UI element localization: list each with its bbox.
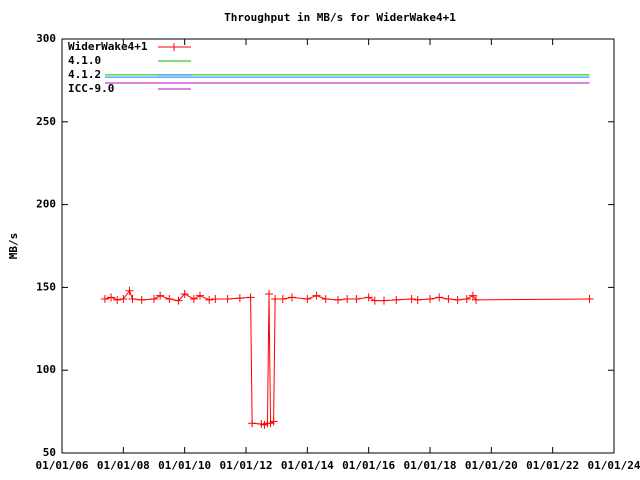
point-marker (125, 286, 134, 295)
x-tick-label: 01/01/12 (220, 459, 273, 472)
legend-label: 4.1.0 (68, 54, 101, 67)
point-marker (343, 294, 352, 303)
x-tick-label: 01/01/06 (36, 459, 89, 472)
point-marker (165, 294, 174, 303)
point-marker (392, 295, 401, 304)
point-marker (100, 294, 109, 303)
point-marker (407, 294, 416, 303)
point-marker (321, 294, 330, 303)
x-tick-label: 01/01/18 (404, 459, 457, 472)
x-tick-label: 01/01/14 (281, 459, 334, 472)
point-marker (113, 295, 122, 304)
point-marker (585, 294, 594, 303)
x-tick-label: 01/01/24 (588, 459, 640, 472)
point-marker (248, 419, 257, 428)
legend-label: 4.1.2 (68, 68, 101, 81)
point-marker (137, 295, 146, 304)
legend-marker (170, 43, 178, 51)
chart-title: Throughput in MB/s for WiderWake4+1 (224, 11, 456, 24)
point-marker (303, 294, 312, 303)
point-marker (426, 294, 434, 303)
point-marker (119, 294, 128, 303)
point-marker (265, 290, 273, 299)
point-marker (189, 294, 198, 303)
point-marker (352, 294, 361, 303)
point-marker (312, 291, 321, 300)
legend-label: ICC-9.0 (68, 82, 114, 95)
point-marker (180, 290, 189, 299)
legend-label: WiderWake4+1 (68, 40, 148, 53)
x-tick-label: 01/01/10 (158, 459, 211, 472)
point-marker (246, 293, 255, 302)
point-marker (380, 296, 388, 305)
point-marker (468, 291, 477, 300)
point-marker (150, 294, 158, 303)
point-marker (205, 295, 214, 304)
point-marker (334, 295, 342, 304)
x-tick-label: 01/01/08 (97, 459, 150, 472)
point-marker (370, 296, 379, 305)
point-marker (278, 294, 287, 303)
point-marker (435, 293, 444, 302)
point-marker (107, 293, 116, 302)
y-tick-label: 200 (36, 198, 56, 211)
point-marker (288, 293, 296, 302)
x-tick-label: 01/01/16 (342, 459, 395, 472)
plot-border (61, 38, 615, 454)
point-marker (444, 294, 453, 303)
y-axis-label: MB/s (7, 233, 20, 260)
y-tick-label: 100 (36, 363, 56, 376)
y-tick-label: 50 (43, 446, 56, 459)
point-marker (462, 294, 471, 303)
point-marker (223, 294, 232, 303)
point-marker (156, 291, 165, 300)
x-tick-label: 01/01/22 (526, 459, 579, 472)
point-marker (364, 293, 373, 302)
point-marker (271, 294, 280, 303)
point-marker (453, 295, 462, 304)
y-tick-label: 300 (36, 32, 56, 45)
x-tick-label: 01/01/20 (465, 459, 518, 472)
point-marker (269, 417, 278, 426)
point-marker (174, 296, 183, 305)
point-marker (235, 294, 244, 303)
point-marker (211, 294, 220, 303)
point-marker (196, 291, 204, 300)
y-tick-label: 150 (36, 280, 56, 293)
point-marker (472, 295, 480, 304)
y-tick-label: 250 (36, 115, 56, 128)
point-marker (128, 294, 137, 303)
point-marker (413, 295, 422, 304)
